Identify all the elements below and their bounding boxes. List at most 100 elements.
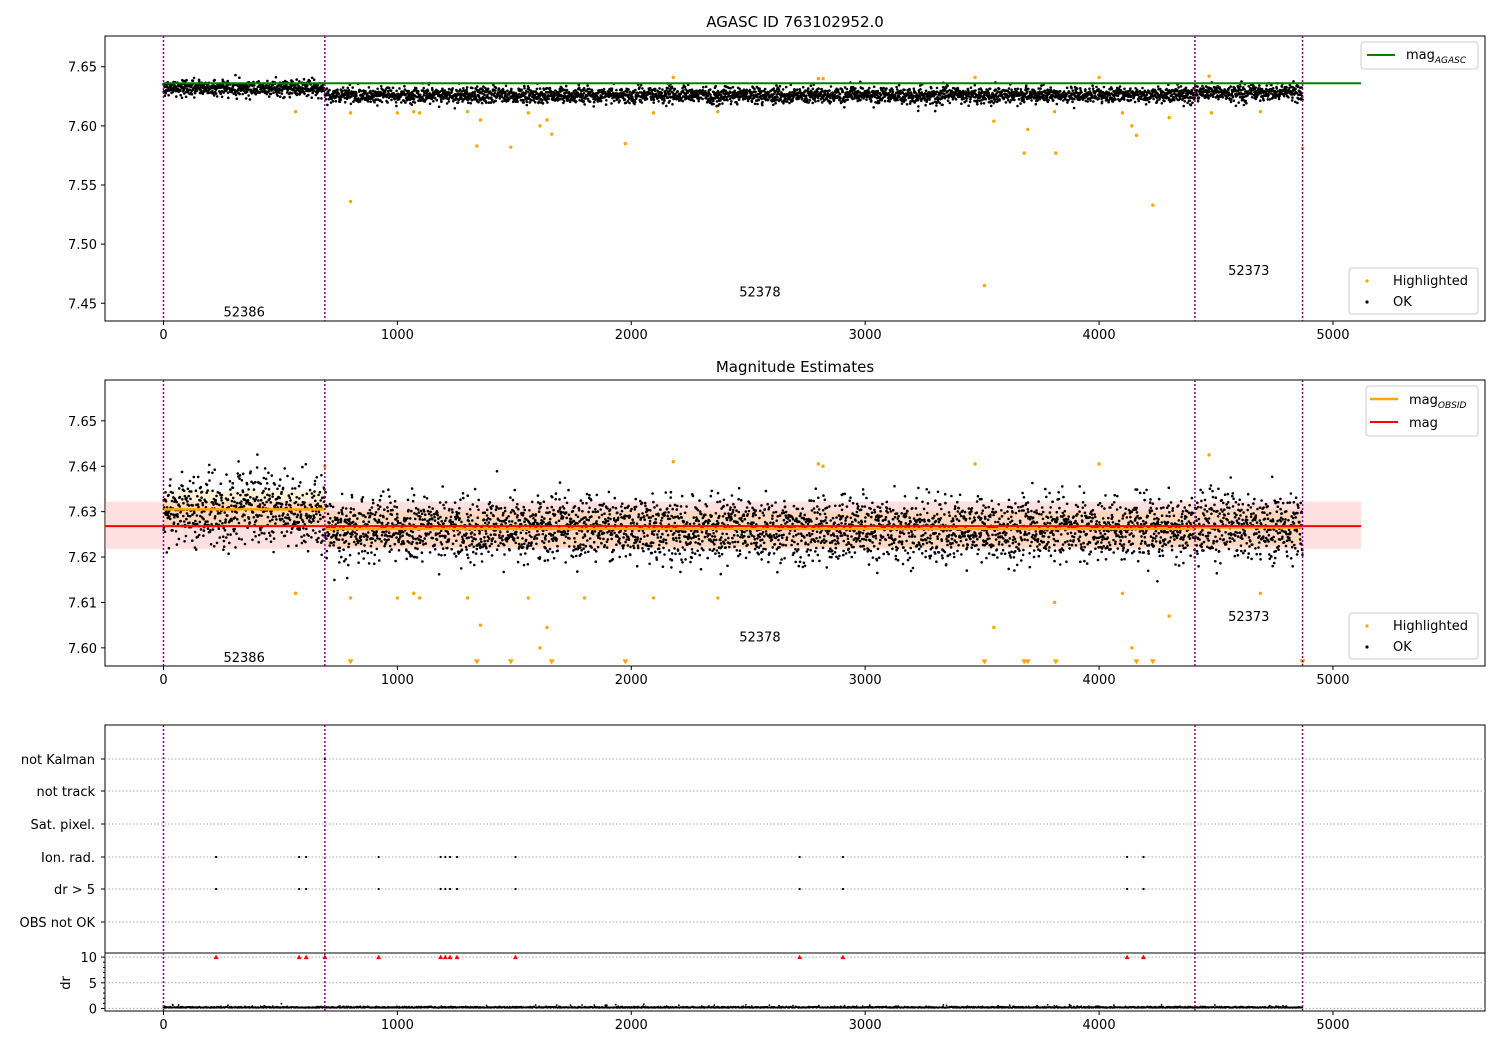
ok-point: [1086, 100, 1089, 103]
highlighted-point: [1022, 151, 1026, 155]
ok-point: [243, 519, 247, 522]
ok-point: [199, 485, 203, 489]
ok-point: [366, 100, 370, 103]
ok-point: [1046, 96, 1049, 99]
ok-point: [212, 503, 215, 506]
ok-point: [317, 96, 320, 100]
ok-point: [473, 90, 477, 93]
ok-point: [455, 89, 459, 93]
ok-point: [259, 482, 263, 486]
agasc-x-tick-labels: 0 1000 2000 3000 4000 5000: [159, 328, 1349, 343]
ok-point: [1234, 104, 1238, 108]
ok-point: [896, 88, 899, 91]
ok-point: [187, 504, 191, 507]
ok-point: [345, 97, 349, 101]
ok-point: [1027, 87, 1030, 91]
x-tick-label: 3000: [849, 673, 882, 688]
ok-point: [1080, 91, 1083, 94]
ok-point: [269, 540, 273, 543]
ok-point: [380, 100, 384, 104]
ok-point: [702, 86, 705, 89]
ok-point: [817, 99, 820, 103]
ok-point: [417, 89, 420, 93]
ok-point: [269, 92, 273, 96]
highlighted-point: [465, 109, 470, 114]
ok-point: [206, 489, 209, 492]
ok-point: [657, 100, 660, 103]
ok-point: [784, 85, 788, 89]
ok-point: [266, 515, 270, 519]
ok-point: [180, 96, 184, 100]
ok-point: [610, 87, 614, 90]
ok-point: [334, 100, 338, 103]
ok-point: [219, 92, 223, 95]
ok-point: [226, 84, 229, 88]
ok-point: [484, 101, 488, 104]
ok-point: [182, 514, 185, 518]
ok-point: [240, 479, 244, 482]
ok-point: [341, 89, 344, 93]
ok-point: [1089, 99, 1092, 103]
ok-point: [520, 88, 523, 92]
ok-point: [1196, 85, 1199, 88]
ok-point: [756, 95, 759, 98]
ok-point: [270, 474, 274, 477]
ok-point: [581, 94, 585, 98]
agasc-plot-frame: [104, 35, 1486, 322]
ok-point: [255, 466, 259, 469]
ok-point: [807, 87, 810, 90]
ok-point: [268, 519, 272, 523]
highlighted-point: [509, 145, 513, 149]
ok-point: [934, 97, 937, 100]
ok-point: [199, 499, 202, 502]
ok-point: [816, 90, 819, 94]
ok-point: [547, 97, 550, 101]
ok-point: [731, 85, 735, 89]
ok-point: [234, 93, 238, 97]
ok-point: [182, 489, 186, 493]
ok-point: [1072, 106, 1076, 110]
ok-point: [1245, 102, 1248, 105]
ok-point: [889, 90, 892, 93]
ok-point: [997, 87, 1001, 90]
ok-point: [1178, 97, 1182, 100]
ok-point: [935, 86, 939, 90]
ok-point: [490, 96, 493, 99]
ok-point: [445, 102, 449, 105]
ok-point: [226, 91, 230, 94]
ok-point: [562, 99, 566, 103]
ok-point: [185, 78, 188, 82]
ok-point: [264, 477, 268, 481]
ok-point: [194, 489, 198, 493]
ok-point: [1182, 104, 1185, 108]
ok-point: [179, 519, 182, 523]
ok-point: [320, 97, 323, 100]
ok-point: [996, 90, 1000, 93]
ok-point: [404, 101, 407, 104]
ok-point: [276, 487, 279, 491]
ok-point: [1133, 100, 1137, 104]
ok-point: [255, 495, 259, 499]
ok-point: [175, 95, 178, 98]
ok-point: [329, 101, 333, 104]
ok-point: [668, 92, 672, 96]
ok-point: [264, 487, 267, 490]
magnitude-y-tick-labels: 7.607.617.627.637.647.65: [68, 415, 97, 657]
ok-point: [263, 496, 267, 499]
ok-point: [757, 98, 760, 102]
ok-point: [230, 499, 234, 503]
ok-point: [1160, 102, 1164, 105]
ok-point: [627, 88, 630, 91]
ok-point: [493, 91, 497, 95]
ok-point: [210, 84, 214, 88]
ok-point: [954, 98, 958, 101]
highlighted-point: [1134, 133, 1139, 138]
ok-point: [1016, 104, 1019, 108]
ok-point: [1231, 95, 1235, 98]
ok-point: [271, 492, 275, 496]
ok-point: [223, 511, 226, 514]
ok-point: [525, 103, 529, 107]
ok-point: [1163, 99, 1166, 103]
ok-point: [198, 520, 202, 524]
